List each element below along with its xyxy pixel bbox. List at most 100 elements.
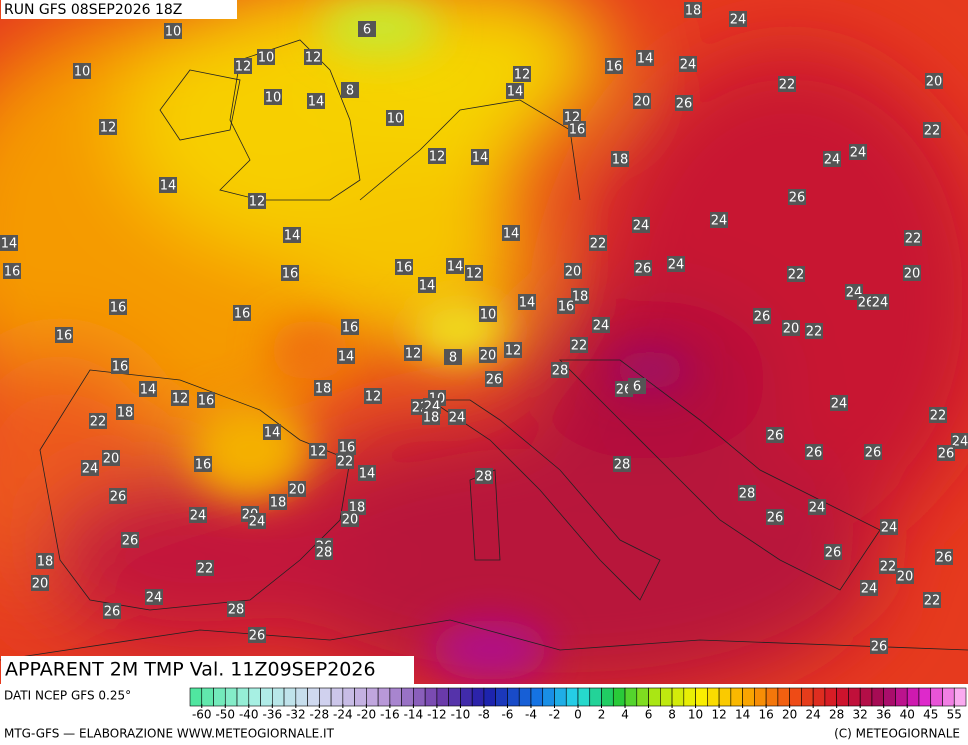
temp-label: 22 [570,337,588,354]
temp-label-box [805,323,823,339]
temp-label-text: 10 [258,51,275,66]
temp-label-box [314,380,332,396]
temp-label-box [338,439,356,455]
colorbar-tick-label: 32 [853,708,868,722]
colorbar-box [401,687,414,707]
colorbar-tick-label: 20 [782,708,797,722]
temp-label: 26 [103,603,121,620]
temp-label-text: 12 [365,390,382,405]
temp-label: 26 [824,544,842,561]
temp-label-text: 26 [871,640,888,655]
temp-label: 26 [935,549,953,566]
colorbar-tick-label: 55 [947,708,962,722]
temp-label-text: 18 [572,290,589,305]
temp-label-box [479,347,497,363]
temp-label-box [951,433,968,449]
temp-label: 26 [766,427,784,444]
temp-label-text: 26 [767,429,784,444]
temp-label: 22 [89,413,107,430]
temp-label-text: 20 [32,577,49,592]
temp-label: 16 [557,298,575,315]
temp-label-box [923,122,941,138]
colorbar-box [471,687,485,707]
temp-label-text: 24 [680,58,697,73]
temp-label-text: 14 [472,151,489,166]
temp-label-text: 26 [936,551,953,566]
colorbar-box [413,687,426,707]
temp-label-box [778,76,796,92]
temp-label-text: 16 [569,123,586,138]
temp-label-text: 22 [924,124,941,139]
temp-label: 14 [263,424,281,441]
temp-label: 26 [753,308,771,325]
temp-label-text: 18 [270,496,287,511]
temp-label-box [248,513,266,529]
temp-label-box [823,151,841,167]
colorbar-box [683,687,696,707]
temp-label-text: 16 [282,267,299,282]
temp-label-text: 14 [637,52,654,67]
temp-label-text: 28 [552,364,569,379]
temp-label-box [857,294,875,310]
temp-label: 12 [504,342,522,359]
temp-label: 10 [164,23,182,40]
temp-label-box [589,235,607,251]
temp-label-box [870,638,888,654]
temp-label-text: 28 [739,487,756,502]
temp-label: 20 [288,481,306,498]
colorbar-tick-label: 36 [876,708,891,722]
temp-label-box [896,568,914,584]
temp-label: 12 [248,193,266,210]
temp-label-text: 20 [926,75,943,90]
colorbar-box [601,687,614,707]
temp-label: 24 [592,317,610,334]
colorbar-box [589,687,602,707]
temp-label-box [568,121,586,137]
temp-label-text: 26 [110,490,127,505]
temp-label: 10 [386,110,404,127]
colorbar-box [883,687,896,707]
temp-label-box [444,349,462,365]
temp-label-text: 20 [565,265,582,280]
temp-label-box [304,49,322,65]
colorbar-box [742,687,755,707]
temp-label: 18 [269,494,287,511]
temp-label: 26 [857,294,875,311]
temp-label-text: 12 [514,68,531,83]
temp-label-text: 28 [228,603,245,618]
temp-label-box [849,144,867,160]
temp-label: 22 [879,558,897,575]
colorbar-box [754,687,767,707]
temp-label: 22 [196,560,214,577]
temp-label: 26 [109,488,127,505]
colorbar-box [777,687,790,707]
temp-label-box [116,404,134,420]
colorbar-box [707,687,720,707]
temp-label-box [448,409,466,425]
temp-label-text: 22 [930,409,947,424]
run-box [1,0,237,19]
colorbar-tick-label: 10 [688,708,703,722]
temp-label-box [395,259,413,275]
colorbar-box [824,687,837,707]
temp-label-box [903,265,921,281]
temp-label: 22 [787,266,805,283]
temp-label-text: 22 [571,339,588,354]
colorbar-box [448,687,461,707]
temp-label: 26 [788,189,806,206]
temp-label: 24 [860,580,878,597]
temp-label-text: 14 [1,237,18,252]
temp-label: 18 [611,151,629,168]
temp-label-text: 12 [305,51,322,66]
temp-label-box [109,488,127,504]
temp-label-text: 26 [858,296,875,311]
temp-label: 20 [925,73,943,90]
colorbar-box [342,687,355,707]
temp-label-box [504,342,522,358]
temp-label: 16 [233,305,251,322]
temp-label-text: 26 [122,534,139,549]
temp-label-box [0,235,18,251]
temp-label-text: 26 [865,446,882,461]
temp-label-text: 22 [905,232,922,247]
